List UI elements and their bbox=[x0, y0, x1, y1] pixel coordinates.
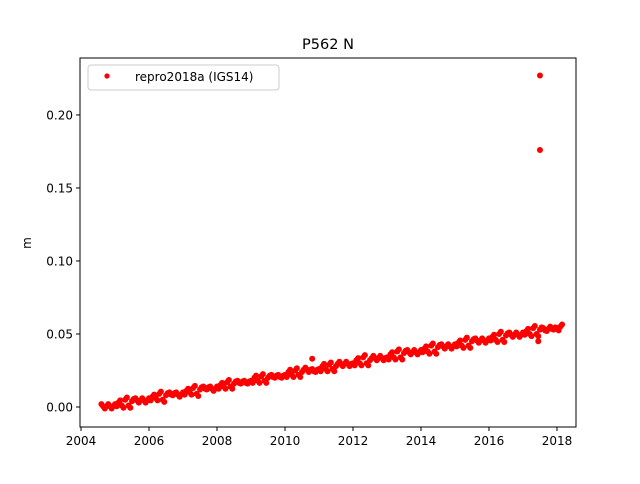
x-tick-label: 2006 bbox=[134, 434, 165, 448]
data-point bbox=[385, 356, 392, 363]
data-point bbox=[433, 350, 440, 357]
legend-label: repro2018a (IGS14) bbox=[135, 70, 253, 84]
y-tick-label: 0.20 bbox=[46, 108, 73, 122]
y-tick-label: 0.05 bbox=[46, 327, 73, 341]
data-point bbox=[392, 356, 399, 363]
data-point bbox=[188, 391, 195, 398]
data-point bbox=[361, 352, 368, 359]
x-tick-label: 2004 bbox=[66, 434, 97, 448]
data-point bbox=[423, 343, 430, 350]
data-point bbox=[399, 356, 406, 363]
data-point bbox=[460, 344, 467, 351]
data-point bbox=[293, 365, 300, 372]
data-point bbox=[120, 404, 127, 411]
data-point bbox=[355, 355, 362, 362]
data-point bbox=[559, 321, 566, 328]
data-point bbox=[531, 322, 538, 329]
data-point bbox=[161, 398, 168, 405]
data-point bbox=[117, 397, 124, 404]
data-point bbox=[457, 337, 464, 344]
data-point bbox=[191, 382, 198, 389]
data-point bbox=[324, 368, 331, 375]
data-point bbox=[195, 393, 202, 400]
data-point bbox=[287, 366, 294, 373]
data-point bbox=[467, 344, 474, 351]
legend: repro2018a (IGS14) bbox=[87, 64, 280, 91]
data-point bbox=[429, 340, 436, 347]
x-tick-label: 2018 bbox=[542, 434, 573, 448]
outlier-point bbox=[536, 146, 543, 153]
data-point bbox=[253, 372, 260, 379]
data-points bbox=[98, 72, 566, 412]
data-point bbox=[494, 339, 501, 346]
data-point bbox=[351, 362, 358, 369]
data-point bbox=[249, 379, 256, 386]
data-point bbox=[222, 385, 229, 392]
data-point bbox=[365, 362, 372, 369]
data-point bbox=[157, 388, 164, 395]
plot-frame bbox=[79, 57, 577, 428]
data-point bbox=[229, 385, 236, 392]
data-point bbox=[528, 333, 535, 340]
legend-marker bbox=[104, 73, 110, 79]
x-tick-label: 2014 bbox=[406, 434, 437, 448]
y-tick-label: 0.00 bbox=[46, 400, 73, 414]
chart-title: P562 N bbox=[302, 37, 354, 53]
data-point bbox=[123, 394, 130, 401]
x-tick-label: 2016 bbox=[474, 434, 505, 448]
outlier-point bbox=[536, 72, 543, 79]
data-point bbox=[395, 346, 402, 353]
data-point bbox=[501, 339, 508, 346]
y-tick-label: 0.15 bbox=[46, 181, 73, 195]
data-point bbox=[321, 360, 328, 367]
data-point bbox=[283, 374, 290, 381]
outlier-point bbox=[309, 355, 316, 362]
y-tick-label: 0.10 bbox=[46, 254, 73, 268]
data-point bbox=[491, 331, 498, 338]
data-point bbox=[426, 350, 433, 357]
x-tick-label: 2008 bbox=[202, 434, 233, 448]
y-axis-label: m bbox=[20, 237, 34, 249]
data-point bbox=[290, 374, 297, 381]
data-point bbox=[525, 325, 532, 332]
data-point bbox=[154, 397, 161, 404]
data-point bbox=[358, 362, 365, 369]
x-tick-label: 2012 bbox=[338, 434, 369, 448]
data-point bbox=[317, 368, 324, 375]
data-point bbox=[297, 374, 304, 381]
data-point bbox=[463, 334, 470, 341]
data-point bbox=[389, 349, 396, 356]
axis-ticks: 2004 2006 2008 2010 2012 2014 2016 2018 0.00 0.05… bbox=[46, 108, 572, 448]
data-point bbox=[327, 359, 334, 366]
data-point bbox=[535, 333, 542, 340]
outlier-point bbox=[535, 338, 542, 345]
data-point bbox=[256, 379, 263, 386]
data-point bbox=[259, 371, 266, 378]
data-point bbox=[263, 379, 270, 386]
data-point bbox=[225, 376, 232, 383]
legend-box bbox=[87, 64, 280, 91]
data-point bbox=[127, 404, 134, 411]
data-point bbox=[497, 328, 504, 335]
x-tick-label: 2010 bbox=[270, 434, 301, 448]
data-point bbox=[331, 368, 338, 375]
